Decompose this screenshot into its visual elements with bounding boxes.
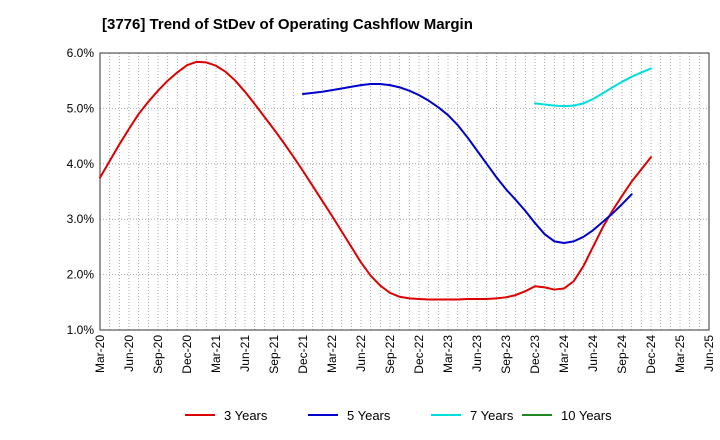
grid [100, 53, 709, 330]
x-tick-label: Mar-21 [209, 335, 223, 373]
x-tick-label: Sep-23 [499, 335, 513, 374]
x-tick-label: Jun-22 [354, 335, 368, 372]
x-tick-label: Jun-24 [586, 335, 600, 372]
x-tick-label: Jun-20 [122, 335, 136, 372]
x-tick-label: Mar-22 [325, 335, 339, 373]
chart-title: [3776] Trend of StDev of Operating Cashf… [102, 16, 473, 33]
y-tick-label: 6.0% [67, 46, 95, 60]
x-tick-label: Dec-20 [180, 335, 194, 374]
y-tick-label: 3.0% [67, 212, 95, 226]
x-tick-label: Dec-22 [412, 335, 426, 374]
x-tick-label: Mar-25 [673, 335, 687, 373]
x-tick-label: Dec-21 [296, 335, 310, 374]
x-tick-label: Sep-24 [615, 335, 629, 374]
x-tick-label: Jun-23 [470, 335, 484, 372]
y-tick-label: 5.0% [67, 101, 95, 115]
y-tick-label: 4.0% [67, 157, 95, 171]
x-tick-label: Sep-20 [151, 335, 165, 374]
plot-area [100, 53, 709, 330]
series-line-5-years [302, 83, 633, 245]
x-tick-label: Mar-20 [93, 335, 107, 373]
x-tick-label: Sep-21 [267, 335, 281, 374]
axes: 1.0% 2.0% 3.0% 4.0% 5.0% 6.0% Mar-20 Jun-20 Sep-… [67, 46, 716, 374]
legend: 3 Years 5 Years 7 Years 10 Years [185, 408, 612, 423]
y-tick-label: 2.0% [67, 268, 95, 282]
series-line-3-years [99, 60, 652, 301]
x-tick-label: Dec-24 [644, 335, 658, 374]
legend-label: 3 Years [224, 408, 268, 423]
x-tick-label: Sep-22 [383, 335, 397, 374]
x-tick-label: Jun-21 [238, 335, 252, 372]
plot-frame [99, 52, 710, 331]
legend-label: 7 Years [470, 408, 514, 423]
series [99, 60, 652, 301]
x-tick-label: Dec-23 [528, 335, 542, 374]
legend-label: 10 Years [561, 408, 612, 423]
legend-label: 5 Years [347, 408, 391, 423]
series-line-7-years [534, 67, 652, 108]
x-tick-label: Jun-25 [702, 335, 716, 372]
x-tick-label: Mar-24 [557, 335, 571, 373]
y-tick-label: 1.0% [67, 323, 95, 337]
x-tick-label: Mar-23 [441, 335, 455, 373]
